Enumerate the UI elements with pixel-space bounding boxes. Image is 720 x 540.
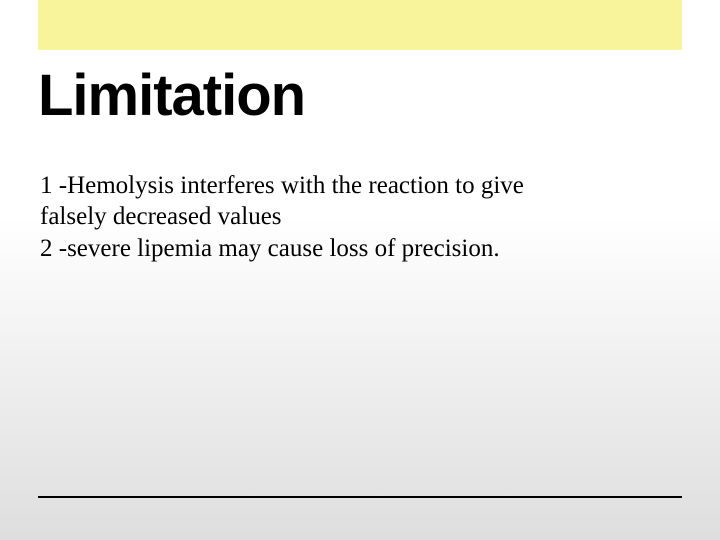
- bottom-rule: [38, 496, 682, 498]
- slide-body: 1 -Hemolysis interferes with the reactio…: [40, 170, 680, 264]
- body-line-1: 1 -Hemolysis interferes with the reactio…: [40, 170, 680, 201]
- body-line-3: 2 -severe lipemia may cause loss of prec…: [40, 233, 680, 264]
- accent-bar: [38, 0, 682, 50]
- slide-title: Limitation: [38, 62, 305, 129]
- body-line-2: falsely decreased values: [40, 201, 680, 232]
